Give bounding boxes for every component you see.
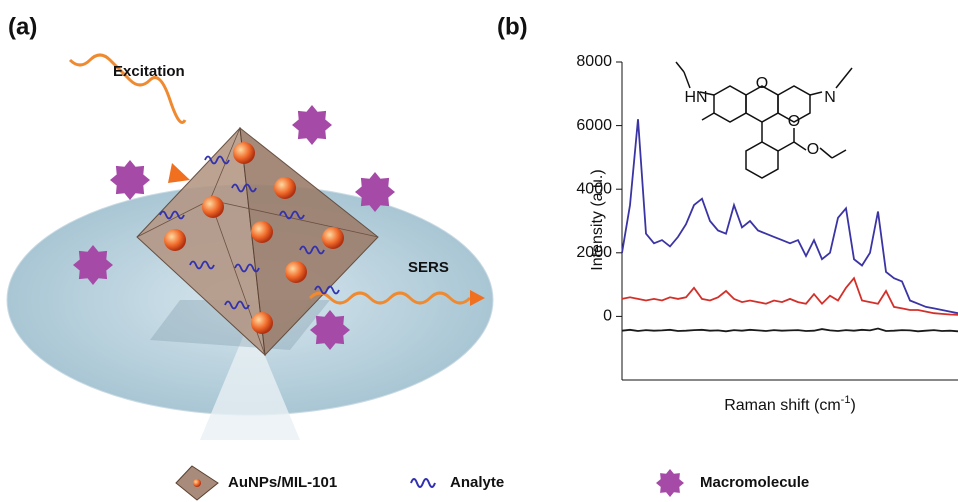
- macromolecule: [355, 172, 395, 212]
- illustration: Excitation SERS: [7, 55, 493, 440]
- panel-label: (b): [497, 13, 528, 40]
- spectrum-line: [622, 329, 958, 332]
- y-tick-label: 0: [603, 308, 612, 325]
- x-axis-title: Raman shift (cm-1): [724, 394, 856, 414]
- x-axis-title-sup: -1: [841, 394, 851, 406]
- x-axis-title-end: ): [850, 397, 855, 414]
- y-tick-label: 2000: [576, 244, 612, 261]
- x-axis-title-main: Raman shift (cm: [724, 397, 840, 414]
- nanoparticle: [274, 177, 296, 199]
- excitation-label: Excitation: [113, 63, 185, 80]
- sers-label: SERS: [408, 259, 449, 276]
- nanoparticle: [202, 196, 224, 218]
- atom-label: N: [824, 89, 836, 106]
- nanoparticle: [164, 229, 186, 251]
- macromolecule: [110, 160, 150, 200]
- atom-label: O: [756, 75, 768, 92]
- macromolecule: [292, 105, 332, 145]
- nanoparticle: [322, 227, 344, 249]
- legend-particle: [176, 466, 218, 500]
- y-tick-label: 8000: [576, 53, 612, 70]
- macromolecule: [656, 469, 684, 497]
- panel-label: (a): [8, 13, 37, 40]
- nanoparticle: [251, 221, 273, 243]
- nanoparticle: [285, 261, 307, 283]
- atom-label: O: [807, 141, 819, 158]
- macromolecule: [73, 245, 113, 285]
- y-tick-label: 6000: [576, 117, 612, 134]
- macromolecule: [310, 310, 350, 350]
- nanoparticle: [251, 312, 273, 334]
- legend-label: Macromolecule: [700, 474, 809, 491]
- atom-label: HN: [684, 89, 707, 106]
- legend-label: Analyte: [450, 474, 504, 491]
- legend-label: AuNPs/MIL-101: [228, 474, 337, 491]
- nanoparticle: [233, 142, 255, 164]
- atom-label: O: [788, 113, 800, 130]
- y-tick-label: 4000: [576, 180, 612, 197]
- arrow-head: [168, 163, 190, 183]
- page: Excitation SERS (a) (b) HN O N O O Inten…: [0, 0, 958, 502]
- figure: Excitation SERS (a) (b) HN O N O O Inten…: [0, 0, 958, 502]
- legend-analyte: [411, 479, 435, 487]
- spectrum-line: [622, 119, 958, 313]
